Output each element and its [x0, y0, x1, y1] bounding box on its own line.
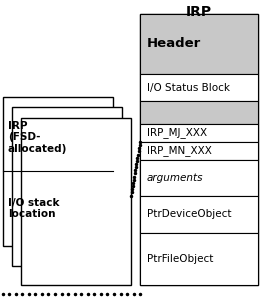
- Bar: [21, 118, 131, 285]
- Bar: [140, 160, 258, 196]
- Text: PtrDeviceObject: PtrDeviceObject: [147, 209, 231, 220]
- Bar: [140, 74, 258, 101]
- Text: Header: Header: [147, 37, 201, 50]
- Text: PtrFileObject: PtrFileObject: [147, 254, 213, 264]
- Text: IRP: IRP: [186, 5, 212, 18]
- Text: I/O stack
location: I/O stack location: [8, 198, 59, 219]
- Bar: [12, 107, 122, 266]
- Bar: [3, 97, 113, 246]
- Bar: [140, 124, 258, 142]
- Bar: [140, 196, 258, 233]
- Text: I/O Status Block: I/O Status Block: [147, 82, 230, 93]
- Bar: [140, 14, 258, 285]
- Text: IRP_MN_XXX: IRP_MN_XXX: [147, 146, 212, 156]
- Text: IRP_MJ_XXX: IRP_MJ_XXX: [147, 127, 207, 138]
- Bar: [140, 233, 258, 285]
- Bar: [140, 101, 258, 124]
- Text: IRP
(FSD-
allocated): IRP (FSD- allocated): [8, 121, 67, 154]
- Bar: [140, 142, 258, 160]
- Bar: [140, 14, 258, 74]
- Text: arguments: arguments: [147, 173, 203, 183]
